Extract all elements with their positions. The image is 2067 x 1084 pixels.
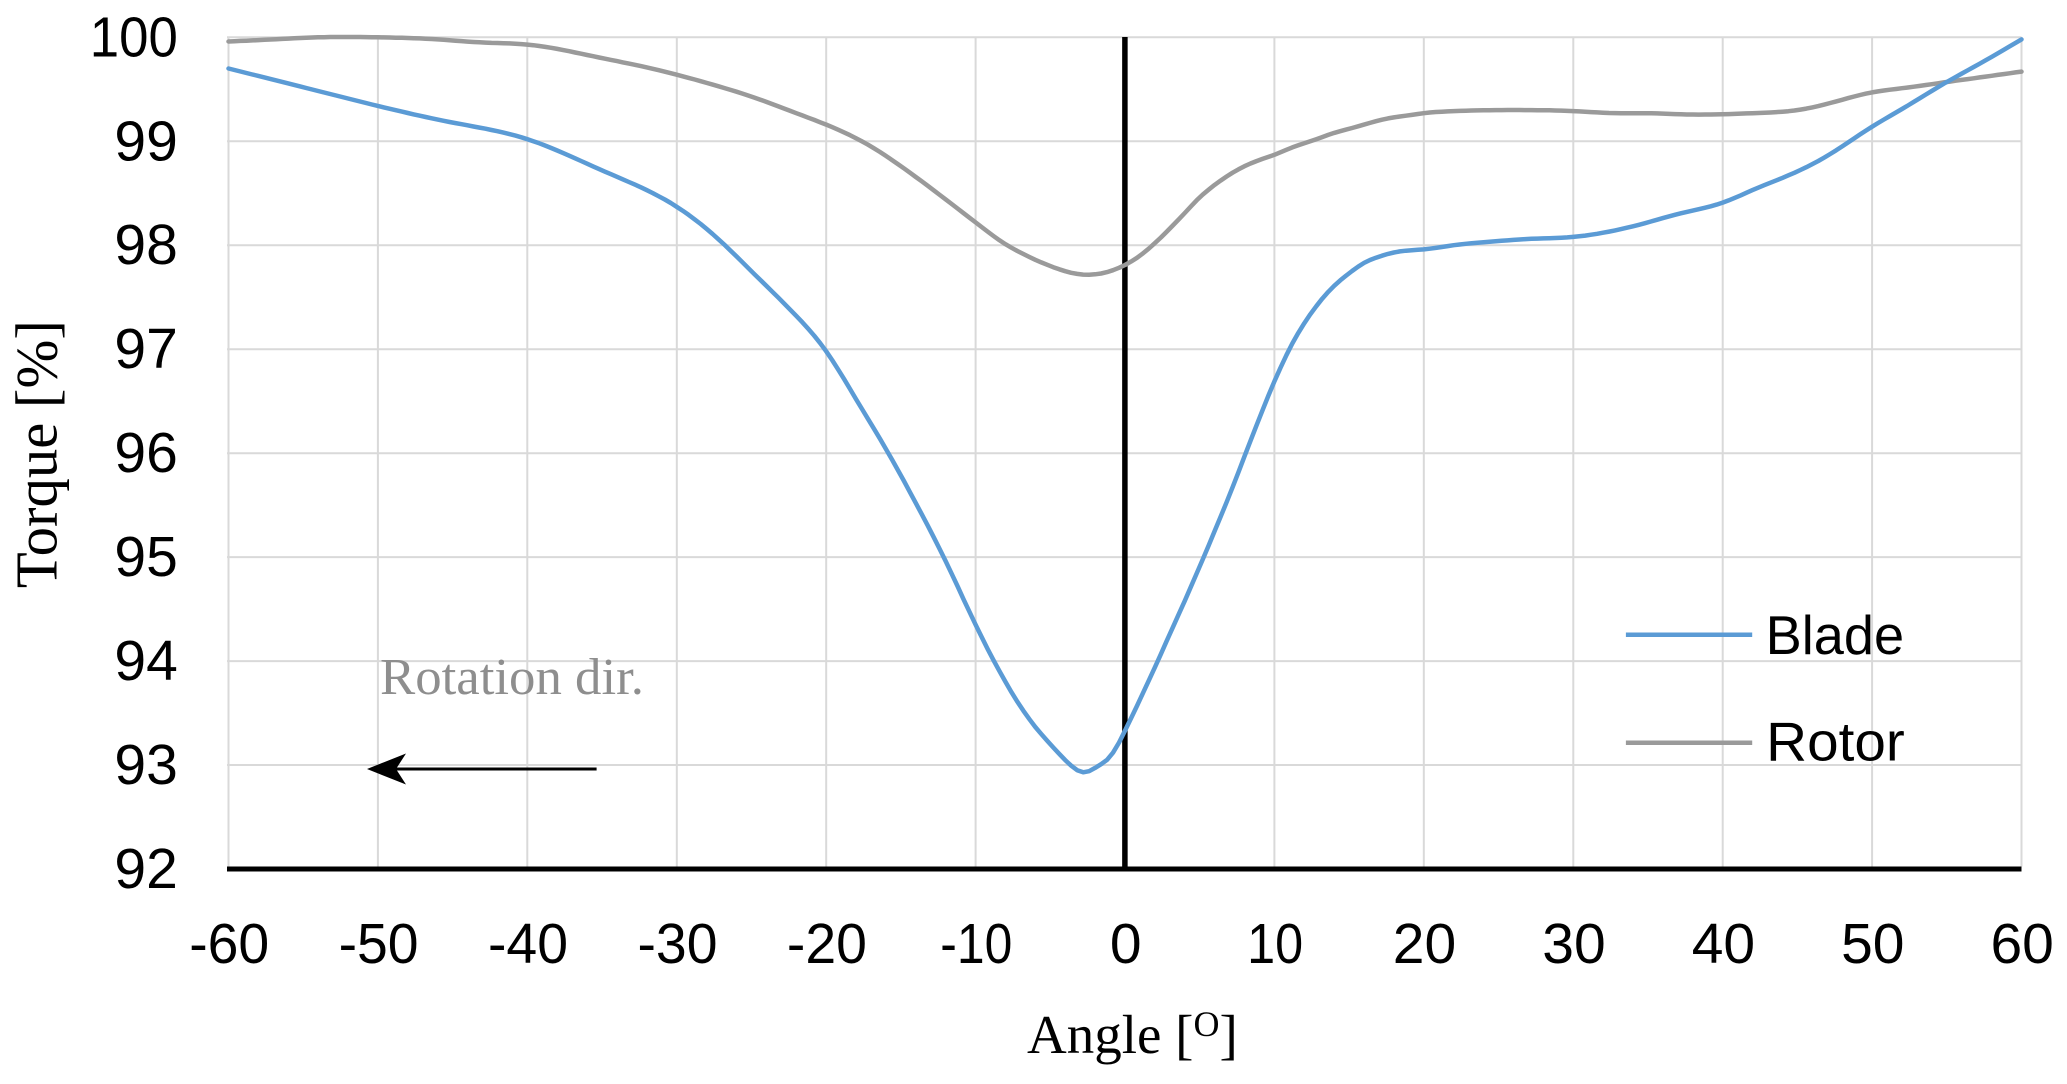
svg-text:-10: -10 [940, 912, 1012, 976]
svg-text:97: 97 [114, 317, 177, 381]
svg-text:100: 100 [90, 5, 178, 69]
svg-text:-40: -40 [488, 912, 568, 976]
svg-text:-30: -30 [638, 912, 718, 976]
svg-text:96: 96 [114, 421, 177, 485]
svg-text:92: 92 [114, 837, 177, 901]
svg-text:-60: -60 [189, 912, 269, 976]
svg-text:99: 99 [114, 109, 177, 173]
svg-text:93: 93 [114, 733, 177, 797]
svg-text:50: 50 [1841, 912, 1904, 976]
svg-text:10: 10 [1247, 912, 1303, 976]
svg-text:Blade: Blade [1766, 604, 1905, 666]
svg-text:30: 30 [1542, 912, 1605, 976]
svg-text:40: 40 [1692, 912, 1755, 976]
svg-text:94: 94 [114, 629, 177, 693]
svg-text:98: 98 [114, 213, 177, 277]
svg-text:Torque [%]: Torque [%] [4, 320, 70, 588]
svg-text:95: 95 [114, 525, 177, 589]
svg-text:20: 20 [1393, 912, 1456, 976]
svg-text:-50: -50 [339, 912, 419, 976]
svg-text:60: 60 [1990, 912, 2053, 976]
svg-text:0: 0 [1110, 912, 1142, 976]
svg-text:Rotation dir.: Rotation dir. [380, 649, 644, 706]
svg-text:Rotor: Rotor [1766, 711, 1905, 773]
svg-text:-20: -20 [787, 912, 867, 976]
